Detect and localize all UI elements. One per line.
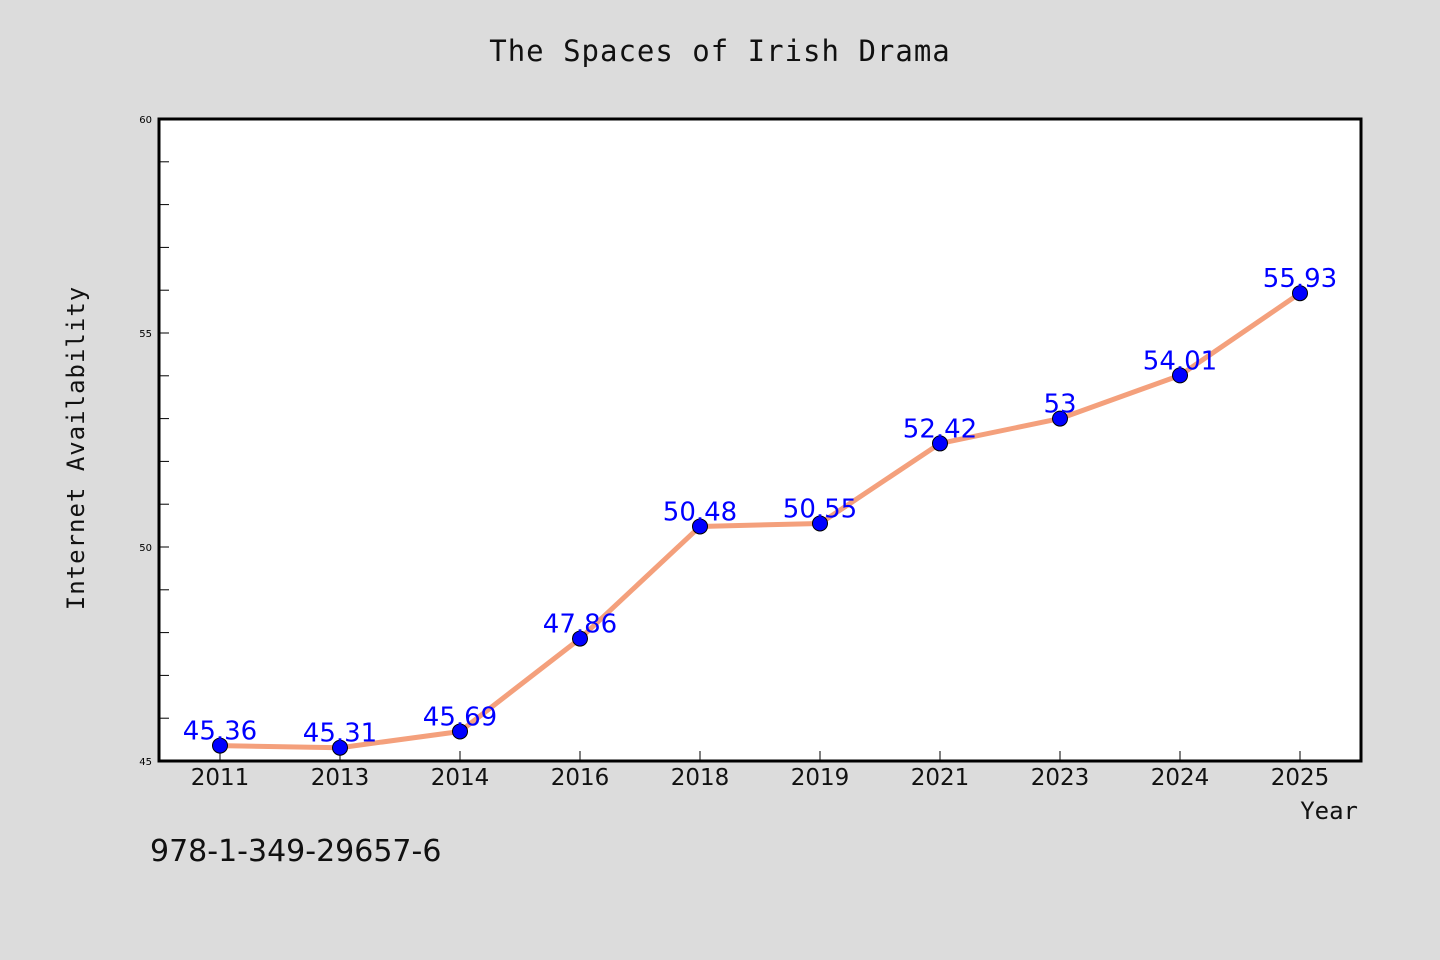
x-tick-label: 2018 — [671, 765, 730, 791]
plot-area — [157, 117, 1363, 763]
data-label: 45.69 — [423, 702, 497, 732]
x-tick-label: 2023 — [1031, 765, 1090, 791]
y-tick-label: 45 — [139, 757, 152, 768]
data-label: 54.01 — [1143, 346, 1217, 376]
data-point — [1052, 410, 1068, 427]
x-tick-label: 2025 — [1271, 765, 1330, 791]
data-label: 53 — [1043, 390, 1076, 420]
data-label: 52.42 — [903, 414, 977, 444]
data-point — [812, 515, 828, 532]
data-point — [1292, 285, 1308, 302]
footer-code: 978-1-349-29657-6 — [150, 834, 442, 869]
x-tick-label: 2019 — [791, 765, 850, 791]
x-tick-label: 2013 — [311, 765, 370, 791]
data-labels: 45.36 45.31 45.69 47.86 50.48 50.55 52.42 53 54.… — [183, 264, 1337, 749]
y-tick-label: 50 — [139, 543, 152, 554]
data-label: 47.86 — [543, 610, 617, 640]
x-axis-label: Year — [1300, 797, 1358, 825]
x-tick-label: 2024 — [1151, 765, 1210, 791]
x-tick-label: 2011 — [191, 765, 250, 791]
data-point — [452, 723, 468, 740]
x-axis-ticks: 2011 2013 2014 2016 2018 2019 2021 2023 2024 2025 — [191, 751, 1330, 791]
data-label: 45.36 — [183, 717, 257, 747]
data-point — [212, 737, 228, 754]
x-tick-label: 2014 — [431, 765, 490, 791]
y-tick-label: 60 — [139, 115, 152, 126]
data-label: 50.55 — [783, 494, 857, 524]
x-tick-label: 2021 — [911, 765, 970, 791]
data-label: 45.31 — [303, 719, 377, 749]
data-point — [932, 435, 948, 452]
data-label: 55.93 — [1263, 264, 1337, 294]
data-point — [332, 739, 348, 756]
data-point — [692, 518, 708, 535]
data-label: 50.48 — [663, 497, 737, 527]
x-tick-label: 2016 — [551, 765, 610, 791]
y-tick-label: 55 — [139, 329, 152, 340]
series-line — [217, 290, 1303, 751]
series-line-group — [217, 290, 1303, 751]
data-point — [572, 630, 588, 647]
data-point — [1172, 367, 1188, 384]
data-points — [212, 285, 1308, 756]
chart-title: The Spaces of Irish Drama — [489, 34, 951, 68]
y-axis-ticks: 45 50 55 60 — [139, 115, 169, 768]
